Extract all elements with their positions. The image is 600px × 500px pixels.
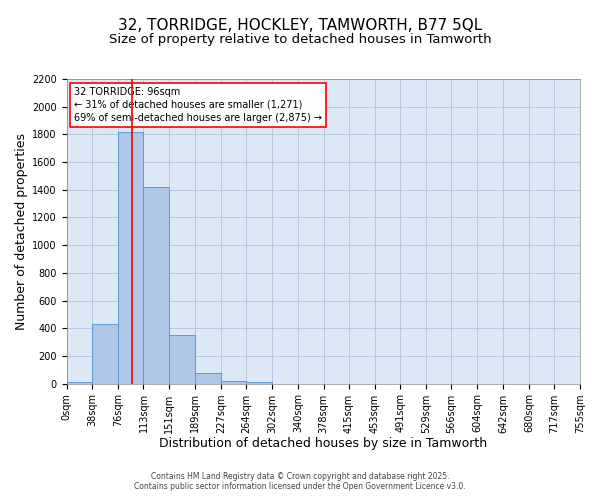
Bar <box>246 382 272 384</box>
Text: 32 TORRIDGE: 96sqm
← 31% of detached houses are smaller (1,271)
69% of semi-deta: 32 TORRIDGE: 96sqm ← 31% of detached hou… <box>74 86 322 123</box>
Bar <box>67 382 92 384</box>
Y-axis label: Number of detached properties: Number of detached properties <box>15 133 28 330</box>
Bar <box>221 381 246 384</box>
Bar <box>143 187 169 384</box>
Text: Contains public sector information licensed under the Open Government Licence v3: Contains public sector information licen… <box>134 482 466 491</box>
Text: Size of property relative to detached houses in Tamworth: Size of property relative to detached ho… <box>109 32 491 46</box>
Bar <box>169 335 195 384</box>
X-axis label: Distribution of detached houses by size in Tamworth: Distribution of detached houses by size … <box>159 437 487 450</box>
Bar <box>195 373 221 384</box>
Bar <box>92 324 118 384</box>
Text: Contains HM Land Registry data © Crown copyright and database right 2025.: Contains HM Land Registry data © Crown c… <box>151 472 449 481</box>
Bar <box>118 132 143 384</box>
Text: 32, TORRIDGE, HOCKLEY, TAMWORTH, B77 5QL: 32, TORRIDGE, HOCKLEY, TAMWORTH, B77 5QL <box>118 18 482 32</box>
